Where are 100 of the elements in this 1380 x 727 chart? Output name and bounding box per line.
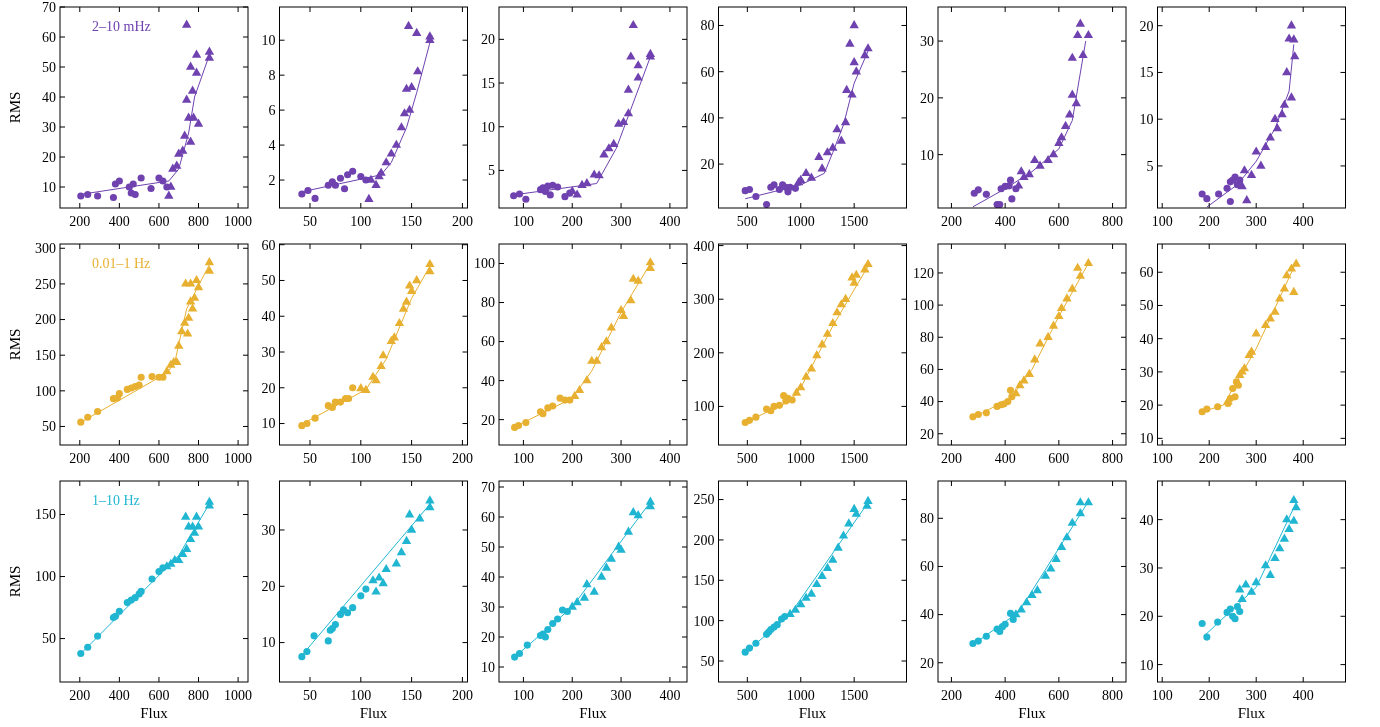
y-tick-label: 20 bbox=[700, 157, 715, 172]
y-tick-label: 20 bbox=[261, 380, 276, 396]
y-tick-label: 10 bbox=[1139, 112, 1154, 128]
y-tick-label: 40 bbox=[481, 373, 495, 389]
x-tick-label: 200 bbox=[451, 214, 473, 229]
x-tick-label: 1500 bbox=[840, 214, 869, 229]
y-axis-title: RMS bbox=[7, 565, 23, 598]
x-tick-label: 300 bbox=[610, 688, 632, 703]
y-tick-label: 6 bbox=[268, 103, 276, 119]
y-tick-label: 30 bbox=[481, 599, 495, 615]
y-tick-label: 4 bbox=[268, 137, 276, 153]
x-tick-label: 150 bbox=[401, 214, 423, 229]
x-tick-label: 100 bbox=[512, 214, 534, 229]
x-tick-label: 50 bbox=[302, 451, 317, 466]
y-axis-title: RMS bbox=[7, 328, 23, 361]
x-axis-title: Flux bbox=[1237, 705, 1266, 721]
y-tick-label: 10 bbox=[261, 416, 276, 432]
y-tick-label: 10 bbox=[261, 635, 276, 651]
y-tick-label: 150 bbox=[693, 573, 715, 589]
y-tick-label: 100 bbox=[474, 256, 495, 272]
y-tick-label: 30 bbox=[42, 119, 56, 135]
x-tick-label: 200 bbox=[561, 688, 583, 703]
x-tick-label: 200 bbox=[69, 451, 91, 466]
x-tick-label: 400 bbox=[1292, 688, 1314, 703]
y-tick-label: 150 bbox=[35, 348, 56, 364]
x-tick-label: 200 bbox=[69, 688, 91, 703]
y-tick-label: 80 bbox=[481, 295, 495, 311]
y-tick-label: 10 bbox=[920, 147, 934, 163]
x-tick-label: 600 bbox=[148, 688, 170, 703]
x-tick-label: 100 bbox=[512, 688, 534, 703]
annotation: 2–10 mHz bbox=[92, 19, 151, 34]
y-tick-label: 60 bbox=[42, 29, 56, 45]
x-tick-label: 50 bbox=[302, 214, 317, 229]
y-tick-label: 60 bbox=[1139, 265, 1154, 281]
x-tick-label: 200 bbox=[69, 214, 91, 229]
x-tick-label: 1000 bbox=[786, 688, 815, 703]
x-tick-label: 150 bbox=[401, 451, 423, 466]
x-tick-label: 1000 bbox=[786, 451, 815, 466]
x-tick-label: 400 bbox=[108, 214, 130, 229]
y-tick-label: 200 bbox=[693, 532, 715, 548]
y-tick-label: 30 bbox=[261, 344, 276, 360]
y-tick-label: 20 bbox=[920, 426, 934, 442]
y-tick-label: 20 bbox=[920, 90, 934, 106]
x-tick-label: 100 bbox=[1151, 214, 1173, 229]
x-tick-label: 600 bbox=[1048, 214, 1070, 229]
y-axis-title: RMS bbox=[7, 91, 23, 124]
x-tick-label: 200 bbox=[940, 214, 962, 229]
y-tick-label: 80 bbox=[920, 330, 934, 346]
x-tick-label: 400 bbox=[1292, 214, 1314, 229]
y-tick-label: 2 bbox=[268, 172, 276, 188]
y-tick-label: 60 bbox=[481, 509, 495, 525]
y-tick-label: 30 bbox=[920, 33, 934, 49]
x-tick-label: 600 bbox=[1048, 451, 1070, 466]
y-tick-label: 60 bbox=[920, 559, 934, 575]
x-tick-label: 200 bbox=[1198, 214, 1220, 229]
x-tick-label: 1000 bbox=[224, 214, 253, 229]
x-tick-label: 800 bbox=[1102, 688, 1124, 703]
y-tick-label: 40 bbox=[261, 309, 276, 325]
x-tick-label: 400 bbox=[659, 214, 681, 229]
y-tick-label: 50 bbox=[42, 419, 56, 435]
y-tick-label: 50 bbox=[1139, 298, 1154, 314]
x-tick-label: 200 bbox=[451, 451, 473, 466]
x-tick-label: 500 bbox=[736, 688, 758, 703]
y-tick-label: 200 bbox=[35, 312, 56, 328]
y-tick-label: 250 bbox=[35, 276, 56, 292]
annotation: 1–10 Hz bbox=[92, 493, 140, 508]
x-tick-label: 200 bbox=[451, 688, 473, 703]
x-tick-label: 200 bbox=[561, 214, 583, 229]
y-tick-label: 60 bbox=[700, 64, 715, 80]
x-tick-label: 600 bbox=[1048, 688, 1070, 703]
x-tick-label: 400 bbox=[108, 688, 130, 703]
x-axis-title: Flux bbox=[359, 705, 388, 721]
x-tick-label: 300 bbox=[610, 214, 632, 229]
x-axis-title: Flux bbox=[579, 705, 608, 721]
x-tick-label: 400 bbox=[994, 214, 1016, 229]
x-tick-label: 150 bbox=[401, 688, 423, 703]
y-tick-label: 100 bbox=[693, 613, 715, 629]
y-tick-label: 30 bbox=[1139, 364, 1154, 380]
x-tick-label: 400 bbox=[1292, 451, 1314, 466]
y-tick-label: 30 bbox=[1139, 560, 1154, 576]
y-tick-label: 250 bbox=[693, 492, 715, 508]
y-tick-label: 40 bbox=[700, 110, 715, 126]
x-tick-label: 500 bbox=[736, 451, 758, 466]
y-tick-label: 8 bbox=[268, 68, 276, 84]
x-tick-label: 100 bbox=[350, 451, 372, 466]
y-tick-label: 10 bbox=[1139, 657, 1154, 673]
x-tick-label: 600 bbox=[148, 451, 170, 466]
x-tick-label: 100 bbox=[350, 688, 372, 703]
y-tick-label: 80 bbox=[700, 18, 715, 34]
y-tick-label: 20 bbox=[481, 32, 495, 48]
x-tick-label: 800 bbox=[188, 214, 210, 229]
x-tick-label: 200 bbox=[940, 451, 962, 466]
x-tick-label: 100 bbox=[512, 451, 534, 466]
y-tick-label: 200 bbox=[693, 345, 715, 361]
y-tick-label: 40 bbox=[481, 569, 495, 585]
y-tick-label: 15 bbox=[481, 75, 495, 91]
x-tick-label: 1500 bbox=[840, 688, 869, 703]
y-tick-label: 60 bbox=[261, 237, 276, 253]
y-tick-label: 50 bbox=[700, 653, 715, 669]
y-tick-label: 400 bbox=[693, 238, 715, 254]
